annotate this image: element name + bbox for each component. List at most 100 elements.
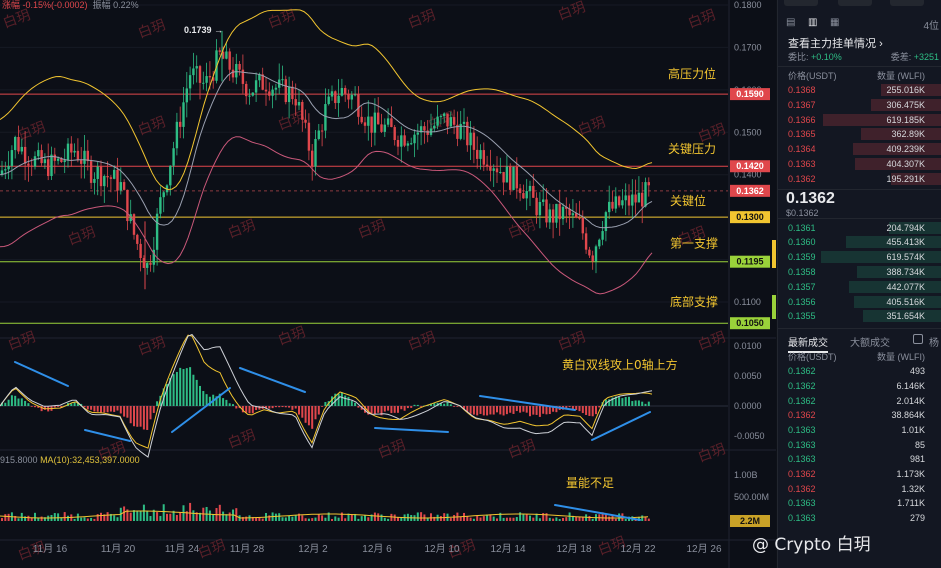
candle-body bbox=[406, 143, 410, 146]
macd-histogram-bar bbox=[106, 406, 109, 413]
candle-body bbox=[495, 168, 499, 173]
bid-depth-bar bbox=[857, 265, 941, 278]
volume-bar bbox=[317, 514, 320, 521]
chart-area[interactable]: 白玥 白玥 白玥 白玥 白玥 白玥 白玥 白玥 白玥 白玥 白玥 白玥 白玥 白玥 白玥 白玥 白玥 白玥 白玥 白玥… bbox=[0, 0, 776, 568]
bid-row[interactable]: 0.1360 455.413K bbox=[778, 235, 941, 250]
ask-row[interactable]: 0.1362 195.291K bbox=[778, 172, 941, 187]
bid-row[interactable]: 0.1355 351.654K bbox=[778, 309, 941, 324]
svg-text:→: → bbox=[214, 25, 223, 35]
ask-price: 0.1364 bbox=[788, 144, 816, 155]
layout-both-icon[interactable]: ▤ bbox=[786, 17, 796, 28]
tab-extra[interactable]: 杨 bbox=[929, 338, 939, 350]
volume-bar bbox=[614, 518, 617, 521]
ask-qty: 404.307K bbox=[886, 158, 925, 169]
ask-row[interactable]: 0.1364 409.239K bbox=[778, 142, 941, 157]
filter-checkbox[interactable] bbox=[913, 334, 923, 345]
macd-histogram-bar bbox=[298, 406, 300, 415]
volume-bar bbox=[159, 515, 162, 521]
trade-row: 0.1363 85 bbox=[778, 438, 941, 453]
candle-body bbox=[218, 50, 221, 52]
ask-row[interactable]: 0.1367 306.475K bbox=[778, 98, 941, 113]
bid-depth-bar bbox=[863, 310, 941, 323]
volume-bar bbox=[258, 517, 261, 521]
candle-body bbox=[512, 166, 515, 190]
volume-bar bbox=[133, 510, 135, 521]
candle-body bbox=[324, 104, 327, 131]
macd-histogram-bar bbox=[57, 406, 60, 407]
tab-latest-trades[interactable]: 最新成交 bbox=[788, 334, 828, 354]
date-tick-label: 12月 6 bbox=[362, 543, 392, 555]
bid-row[interactable]: 0.1356 405.516K bbox=[778, 295, 941, 310]
macd-histogram-bar bbox=[248, 406, 251, 414]
volume-bar bbox=[542, 513, 545, 521]
trade-price: 0.1363 bbox=[788, 424, 816, 435]
bid-row[interactable]: 0.1358 388.734K bbox=[778, 265, 941, 280]
ask-row[interactable]: 0.1363 404.307K bbox=[778, 157, 941, 172]
bid-row[interactable]: 0.1357 442.077K bbox=[778, 280, 941, 295]
watermark-text: 白玥 bbox=[696, 441, 728, 466]
candle-body bbox=[0, 170, 4, 175]
macd-histogram-bar bbox=[585, 406, 588, 415]
watermark-text: 白玥 bbox=[376, 437, 408, 462]
candle-body bbox=[647, 182, 650, 186]
candle-body bbox=[50, 154, 53, 177]
bid-depth-bar bbox=[854, 295, 941, 308]
volume-bar bbox=[370, 514, 373, 521]
macd-histogram-bar bbox=[489, 406, 492, 415]
bid-qty: 619.574K bbox=[886, 252, 925, 263]
ma-legend-left: 915.8000 bbox=[0, 455, 38, 465]
trade-qty: 1.711K bbox=[897, 498, 925, 509]
macd-histogram-bar bbox=[93, 406, 96, 412]
layout-bids-icon[interactable]: ▦ bbox=[830, 17, 840, 28]
volume-bar bbox=[377, 513, 380, 521]
macd-histogram-bar bbox=[525, 406, 528, 413]
top-pill-3[interactable] bbox=[890, 0, 924, 6]
precision-select[interactable]: 4位 bbox=[923, 21, 939, 32]
macd-histogram-bar bbox=[390, 406, 393, 414]
volume-bar bbox=[129, 512, 132, 521]
ask-row[interactable]: 0.1365 362.89K bbox=[778, 127, 941, 142]
candle-body bbox=[297, 101, 301, 106]
macd-histogram-bar bbox=[166, 384, 168, 406]
last-price-usd: $0.1362 bbox=[786, 207, 819, 218]
volume-bar bbox=[416, 512, 419, 521]
orderbook-link-text[interactable]: 查看主力挂单情况 bbox=[788, 38, 876, 50]
ask-depth-bar bbox=[891, 172, 941, 185]
candle-body bbox=[83, 150, 86, 164]
candle-body bbox=[459, 123, 462, 139]
tab-large-trades[interactable]: 大额成交 bbox=[850, 338, 890, 350]
volume-bar bbox=[60, 517, 63, 521]
macd-histogram-bar bbox=[215, 396, 218, 406]
candle-body bbox=[40, 150, 43, 164]
macd-histogram-bar bbox=[581, 406, 584, 414]
macd-histogram-bar bbox=[146, 406, 149, 430]
macd-histogram-bar bbox=[406, 406, 409, 409]
candle-body bbox=[476, 149, 479, 159]
macd-histogram-bar bbox=[463, 406, 465, 410]
candle-body bbox=[152, 249, 155, 265]
macd-histogram-bar bbox=[251, 406, 254, 414]
ratio-left-label: 委比: bbox=[788, 52, 809, 62]
volume-bar bbox=[63, 512, 66, 521]
macd-annotation: 黄白双线攻上0轴上方 bbox=[562, 357, 678, 372]
candle-body bbox=[528, 185, 532, 192]
ask-row[interactable]: 0.1368 255.016K bbox=[778, 83, 941, 98]
bid-row[interactable]: 0.1361 204.794K bbox=[778, 221, 941, 236]
orderbook-link[interactable]: 查看主力挂单情况 › bbox=[778, 32, 941, 50]
date-tick-label: 11月 20 bbox=[101, 543, 136, 555]
macd-histogram-bar bbox=[199, 385, 201, 406]
volume-bar bbox=[314, 517, 317, 521]
volume-bar bbox=[400, 517, 403, 521]
volume-bar bbox=[268, 515, 271, 521]
bid-row[interactable]: 0.1359 619.574K bbox=[778, 250, 941, 265]
ask-row[interactable]: 0.1366 619.185K bbox=[778, 113, 941, 128]
bid-qty: 351.654K bbox=[886, 311, 925, 322]
volume-bar bbox=[489, 514, 492, 521]
top-pill-2[interactable] bbox=[838, 0, 872, 6]
volume-bar bbox=[453, 514, 456, 521]
top-pill-1[interactable] bbox=[784, 0, 818, 6]
volume-bar bbox=[43, 517, 46, 521]
layout-asks-icon[interactable]: ▥ bbox=[808, 17, 818, 28]
candle-body bbox=[106, 176, 109, 178]
